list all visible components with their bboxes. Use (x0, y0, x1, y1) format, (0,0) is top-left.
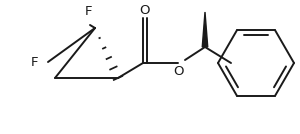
Text: F: F (85, 5, 93, 18)
Text: O: O (140, 4, 150, 17)
Text: F: F (31, 55, 38, 68)
Polygon shape (202, 12, 208, 47)
Text: O: O (173, 65, 183, 78)
